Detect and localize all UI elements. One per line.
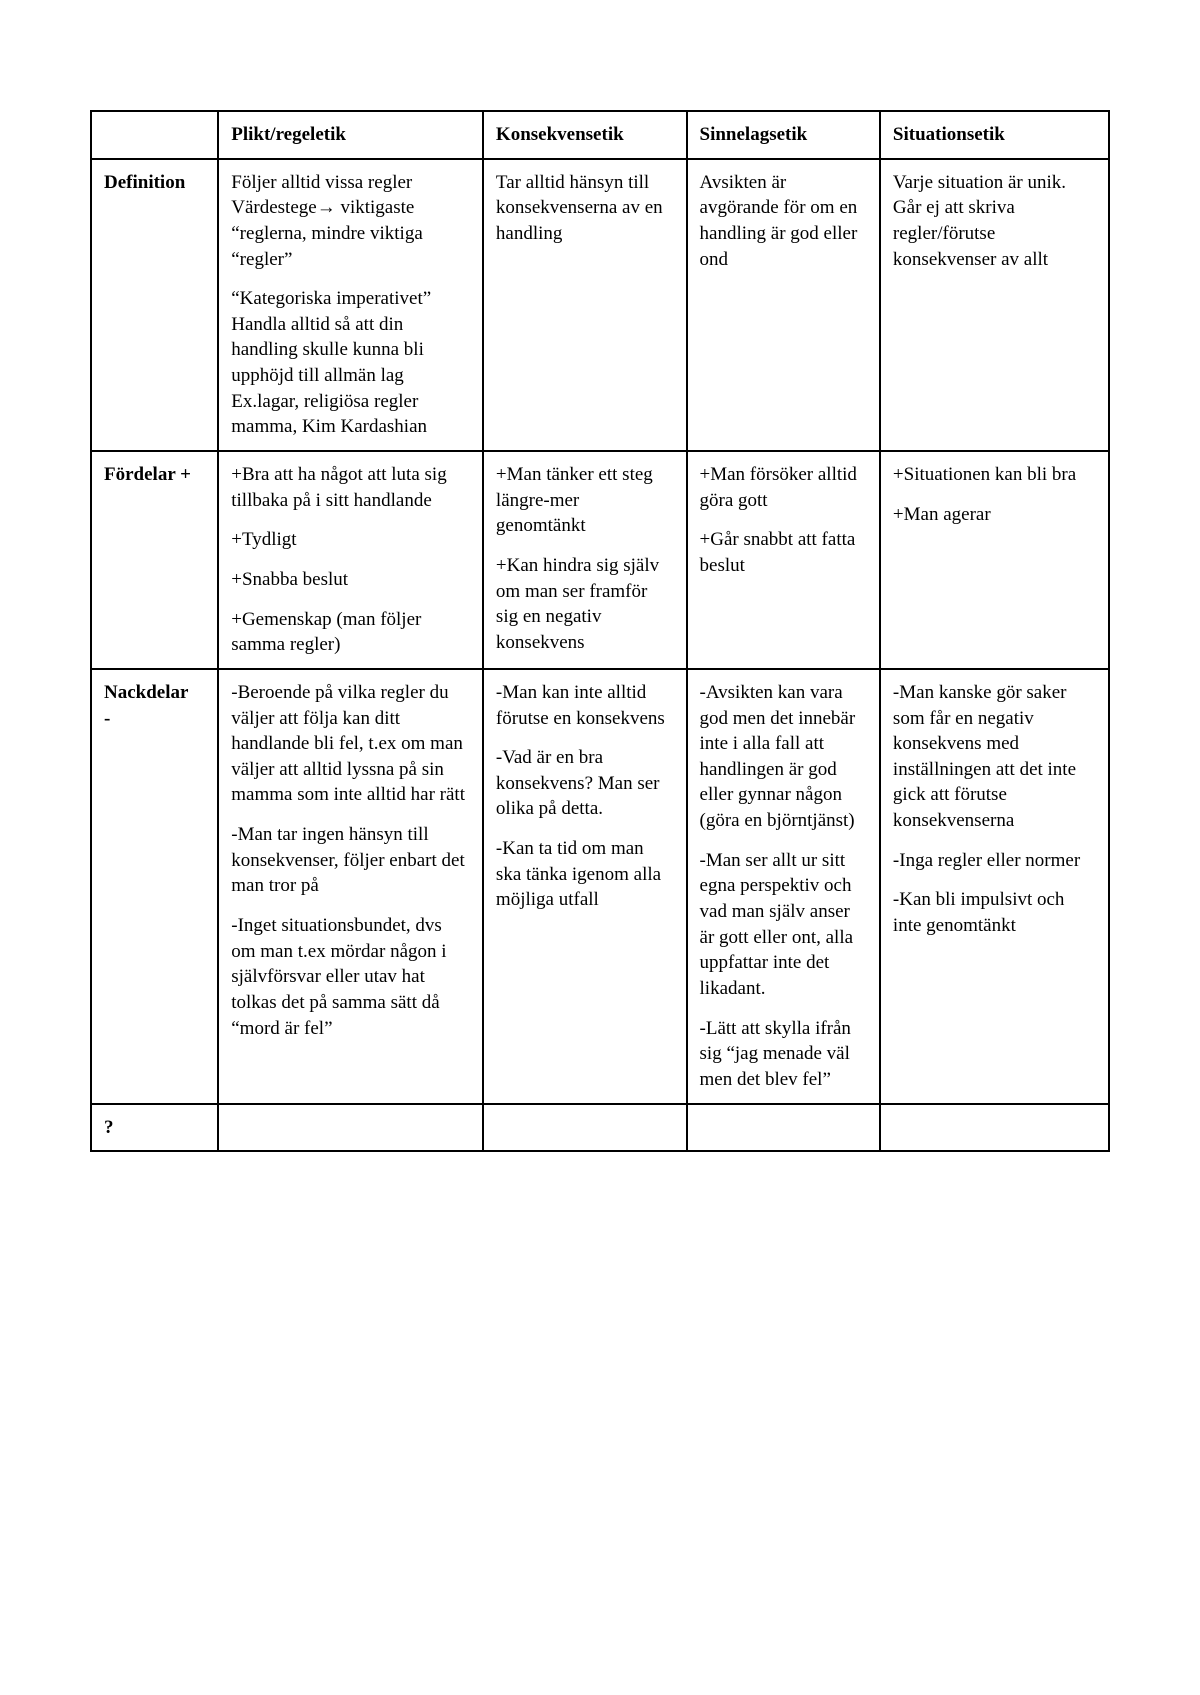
col-header-sinnelag: Sinnelagsetik (687, 111, 880, 159)
table-cell: +Man tänker ett steg längre-mer genomtän… (483, 451, 687, 669)
col-header-blank (91, 111, 218, 159)
ethics-comparison-table: Plikt/regeletik Konsekvensetik Sinnelags… (90, 110, 1110, 1152)
table-cell: Varje situation är unik. Går ej att skri… (880, 159, 1109, 451)
cell-paragraph: +Situationen kan bli bra (893, 462, 1096, 488)
cell-paragraph: Tar alltid hänsyn till konsekvenserna av… (496, 170, 674, 247)
table-cell (687, 1104, 880, 1152)
table-cell: -Avsikten kan vara god men det innebär i… (687, 669, 880, 1104)
row-header: Definition (91, 159, 218, 451)
table-row: ? (91, 1104, 1109, 1152)
row-header: ? (91, 1104, 218, 1152)
cell-paragraph: Varje situation är unik. Går ej att skri… (893, 170, 1096, 273)
cell-paragraph: +Snabba beslut (231, 567, 470, 593)
cell-paragraph: +Man tänker ett steg längre-mer genomtän… (496, 462, 674, 539)
cell-paragraph: -Beroende på vilka regler du väljer att … (231, 680, 470, 808)
table-cell: +Situationen kan bli bra +Man agerar (880, 451, 1109, 669)
table-cell: +Man försöker alltid göra gott +Går snabb… (687, 451, 880, 669)
cell-paragraph: -Inget situationsbundet, dvs om man t.ex… (231, 913, 470, 1041)
cell-paragraph: “Kategoriska imperativet” Handla alltid … (231, 286, 470, 440)
table-header-row: Plikt/regeletik Konsekvensetik Sinnelags… (91, 111, 1109, 159)
cell-paragraph: -Lätt att skylla ifrån sig “jag menade v… (700, 1016, 867, 1093)
table-cell: +Bra att ha något att luta sig tillbaka … (218, 451, 483, 669)
table-row: Nackdelar--Beroende på vilka regler du v… (91, 669, 1109, 1104)
cell-paragraph: +Man försöker alltid göra gott (700, 462, 867, 513)
row-header: Fördelar + (91, 451, 218, 669)
table-cell: -Man kan inte alltid förutse en konsekve… (483, 669, 687, 1104)
table-cell (483, 1104, 687, 1152)
table-cell: Tar alltid hänsyn till konsekvenserna av… (483, 159, 687, 451)
cell-paragraph: -Kan bli impulsivt och inte genomtänkt (893, 887, 1096, 938)
table-cell: Avsikten är avgörande för om en handling… (687, 159, 880, 451)
cell-paragraph: -Kan ta tid om man ska tänka igenom alla… (496, 836, 674, 913)
cell-paragraph: -Avsikten kan vara god men det innebär i… (700, 680, 867, 834)
table-cell: -Beroende på vilka regler du väljer att … (218, 669, 483, 1104)
table-cell (880, 1104, 1109, 1152)
row-header: Nackdelar- (91, 669, 218, 1104)
col-header-situation: Situationsetik (880, 111, 1109, 159)
table-row: Fördelar + +Bra att ha något att luta sig… (91, 451, 1109, 669)
cell-paragraph: +Går snabbt att fatta beslut (700, 527, 867, 578)
cell-paragraph: -Man kanske gör saker som får en negativ… (893, 680, 1096, 834)
col-header-plikt: Plikt/regeletik (218, 111, 483, 159)
cell-paragraph: +Bra att ha något att luta sig tillbaka … (231, 462, 470, 513)
cell-paragraph: -Vad är en bra konsekvens? Man ser olika… (496, 745, 674, 822)
cell-paragraph: -Inga regler eller normer (893, 848, 1096, 874)
table-cell: -Man kanske gör saker som får en negativ… (880, 669, 1109, 1104)
table-cell (218, 1104, 483, 1152)
cell-paragraph: Följer alltid vissa regler Värdestege→ v… (231, 170, 470, 273)
cell-paragraph: -Man kan inte alltid förutse en konsekve… (496, 680, 674, 731)
cell-paragraph: +Gemenskap (man följer samma regler) (231, 607, 470, 658)
cell-paragraph: +Kan hindra sig själv om man ser framför… (496, 553, 674, 656)
cell-paragraph: -Man ser allt ur sitt egna perspektiv oc… (700, 848, 867, 1002)
cell-paragraph: +Man agerar (893, 502, 1096, 528)
table-body: DefinitionFöljer alltid vissa regler Vär… (91, 159, 1109, 1152)
cell-paragraph: Avsikten är avgörande för om en handling… (700, 170, 867, 273)
table-row: DefinitionFöljer alltid vissa regler Vär… (91, 159, 1109, 451)
col-header-konsekvens: Konsekvensetik (483, 111, 687, 159)
table-cell: Följer alltid vissa regler Värdestege→ v… (218, 159, 483, 451)
cell-paragraph: +Tydligt (231, 527, 470, 553)
cell-paragraph: -Man tar ingen hänsyn till konsekvenser,… (231, 822, 470, 899)
